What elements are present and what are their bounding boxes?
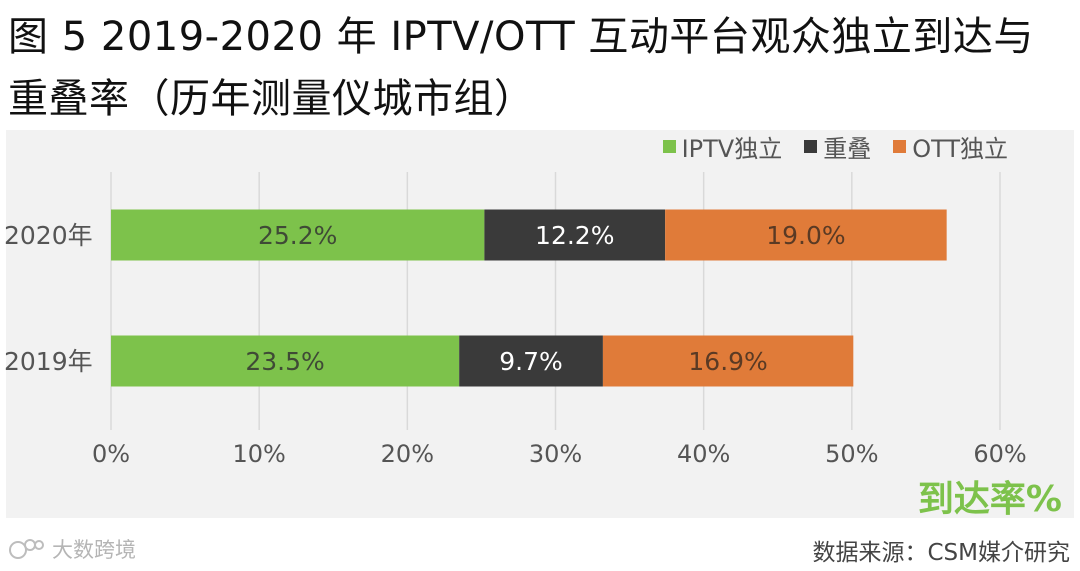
legend-label-ott: OTT独立 (912, 134, 1008, 163)
category-label-1: 2019年 (4, 347, 93, 376)
x-tick-label-2: 20% (381, 440, 434, 468)
x-tick-label-6: 60% (973, 440, 1026, 468)
metric-label: 到达率% (917, 479, 1062, 520)
watermark-logo-icon (9, 539, 44, 559)
page-title: 图 5 2019-2020 年 IPTV/OTT 互动平台观众独立到达与重叠率（… (8, 14, 1034, 122)
watermark-text: 大数跨境 (52, 538, 136, 562)
bar-segment-0-2 (665, 209, 947, 261)
legend-item-overlap: 重叠 (804, 129, 871, 164)
legend-swatch-iptv (662, 139, 676, 153)
data-label-1-0: 23.5% (245, 347, 324, 376)
data-label-0-1: 12.2% (535, 221, 614, 250)
bar-segment-1-0 (111, 335, 460, 387)
legend-item-iptv: IPTV独立 (662, 129, 783, 164)
bar-segment-1-2 (602, 335, 854, 387)
x-tick-label-0: 0% (92, 440, 130, 468)
legend-label-iptv: IPTV独立 (681, 134, 783, 163)
data-label-1-2: 16.9% (688, 347, 767, 376)
x-tick-label-1: 10% (232, 440, 285, 468)
legend-swatch-overlap (804, 139, 818, 153)
category-label-0: 2020年 (4, 221, 93, 250)
data-label-0-0: 25.2% (258, 221, 337, 250)
watermark: 大数跨境 (8, 534, 136, 564)
bar-segment-0-1 (484, 209, 666, 261)
legend-label-overlap: 重叠 (823, 134, 872, 163)
legend-swatch-ott (893, 139, 907, 153)
x-tick-label-3: 30% (529, 440, 582, 468)
chart-panel (6, 130, 1074, 518)
source-note: 数据来源：CSM媒介研究 (812, 540, 1070, 566)
legend-item-ott: OTT独立 (893, 129, 1008, 164)
x-tick-label-4: 40% (677, 440, 730, 468)
bar-segment-1-1 (459, 335, 603, 387)
chart-legend: IPTV独立 重叠 OTT独立 (662, 132, 1008, 163)
data-label-1-1: 9.7% (499, 347, 563, 376)
data-label-0-2: 19.0% (766, 221, 845, 250)
bar-segment-0-0 (111, 209, 485, 261)
x-tick-label-5: 50% (825, 440, 878, 468)
